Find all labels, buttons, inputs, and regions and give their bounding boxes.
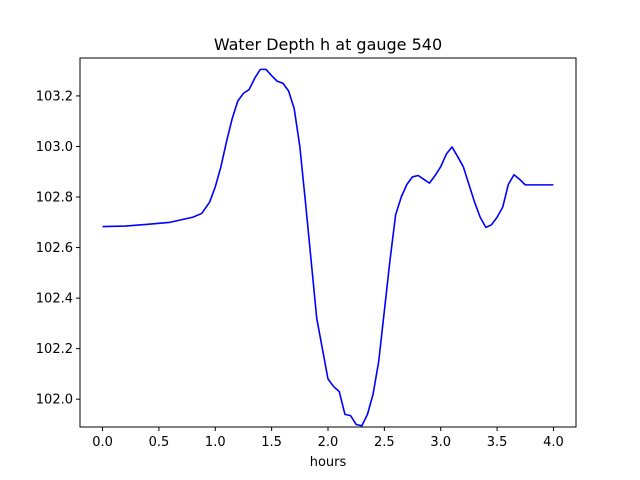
y-tick-label: 103.0 [36, 140, 73, 155]
x-tick-label: 2.5 [374, 435, 395, 450]
series-group [102, 68, 554, 427]
x-tick-label: 0.0 [92, 435, 113, 450]
y-tick-label: 102.8 [36, 191, 73, 206]
x-tick-label: 3.5 [487, 435, 508, 450]
chart-title: Water Depth h at gauge 540 [214, 35, 442, 54]
y-tick-label: 102.0 [36, 393, 73, 408]
x-tick-label: 2.0 [318, 435, 339, 450]
x-tick-label: 4.0 [543, 435, 564, 450]
x-tick-label: 0.5 [149, 435, 170, 450]
y-tick-label: 102.4 [36, 292, 73, 307]
y-tick-label: 102.6 [36, 241, 73, 256]
x-axis: 0.0 0.5 1.0 1.5 2.0 2.5 3.0 3.5 4.0 [92, 427, 564, 450]
y-tick-label: 102.2 [36, 342, 73, 357]
y-axis: 102.0 102.2 102.4 102.6 102.8 103.0 103.2 [36, 89, 80, 408]
series-line [102, 68, 554, 427]
x-tick-label: 1.5 [261, 435, 282, 450]
x-axis-label: hours [310, 455, 347, 470]
x-tick-label: 3.0 [430, 435, 451, 450]
x-tick-label: 1.0 [205, 435, 226, 450]
y-tick-label: 103.2 [36, 89, 73, 104]
plot-frame [79, 57, 577, 428]
